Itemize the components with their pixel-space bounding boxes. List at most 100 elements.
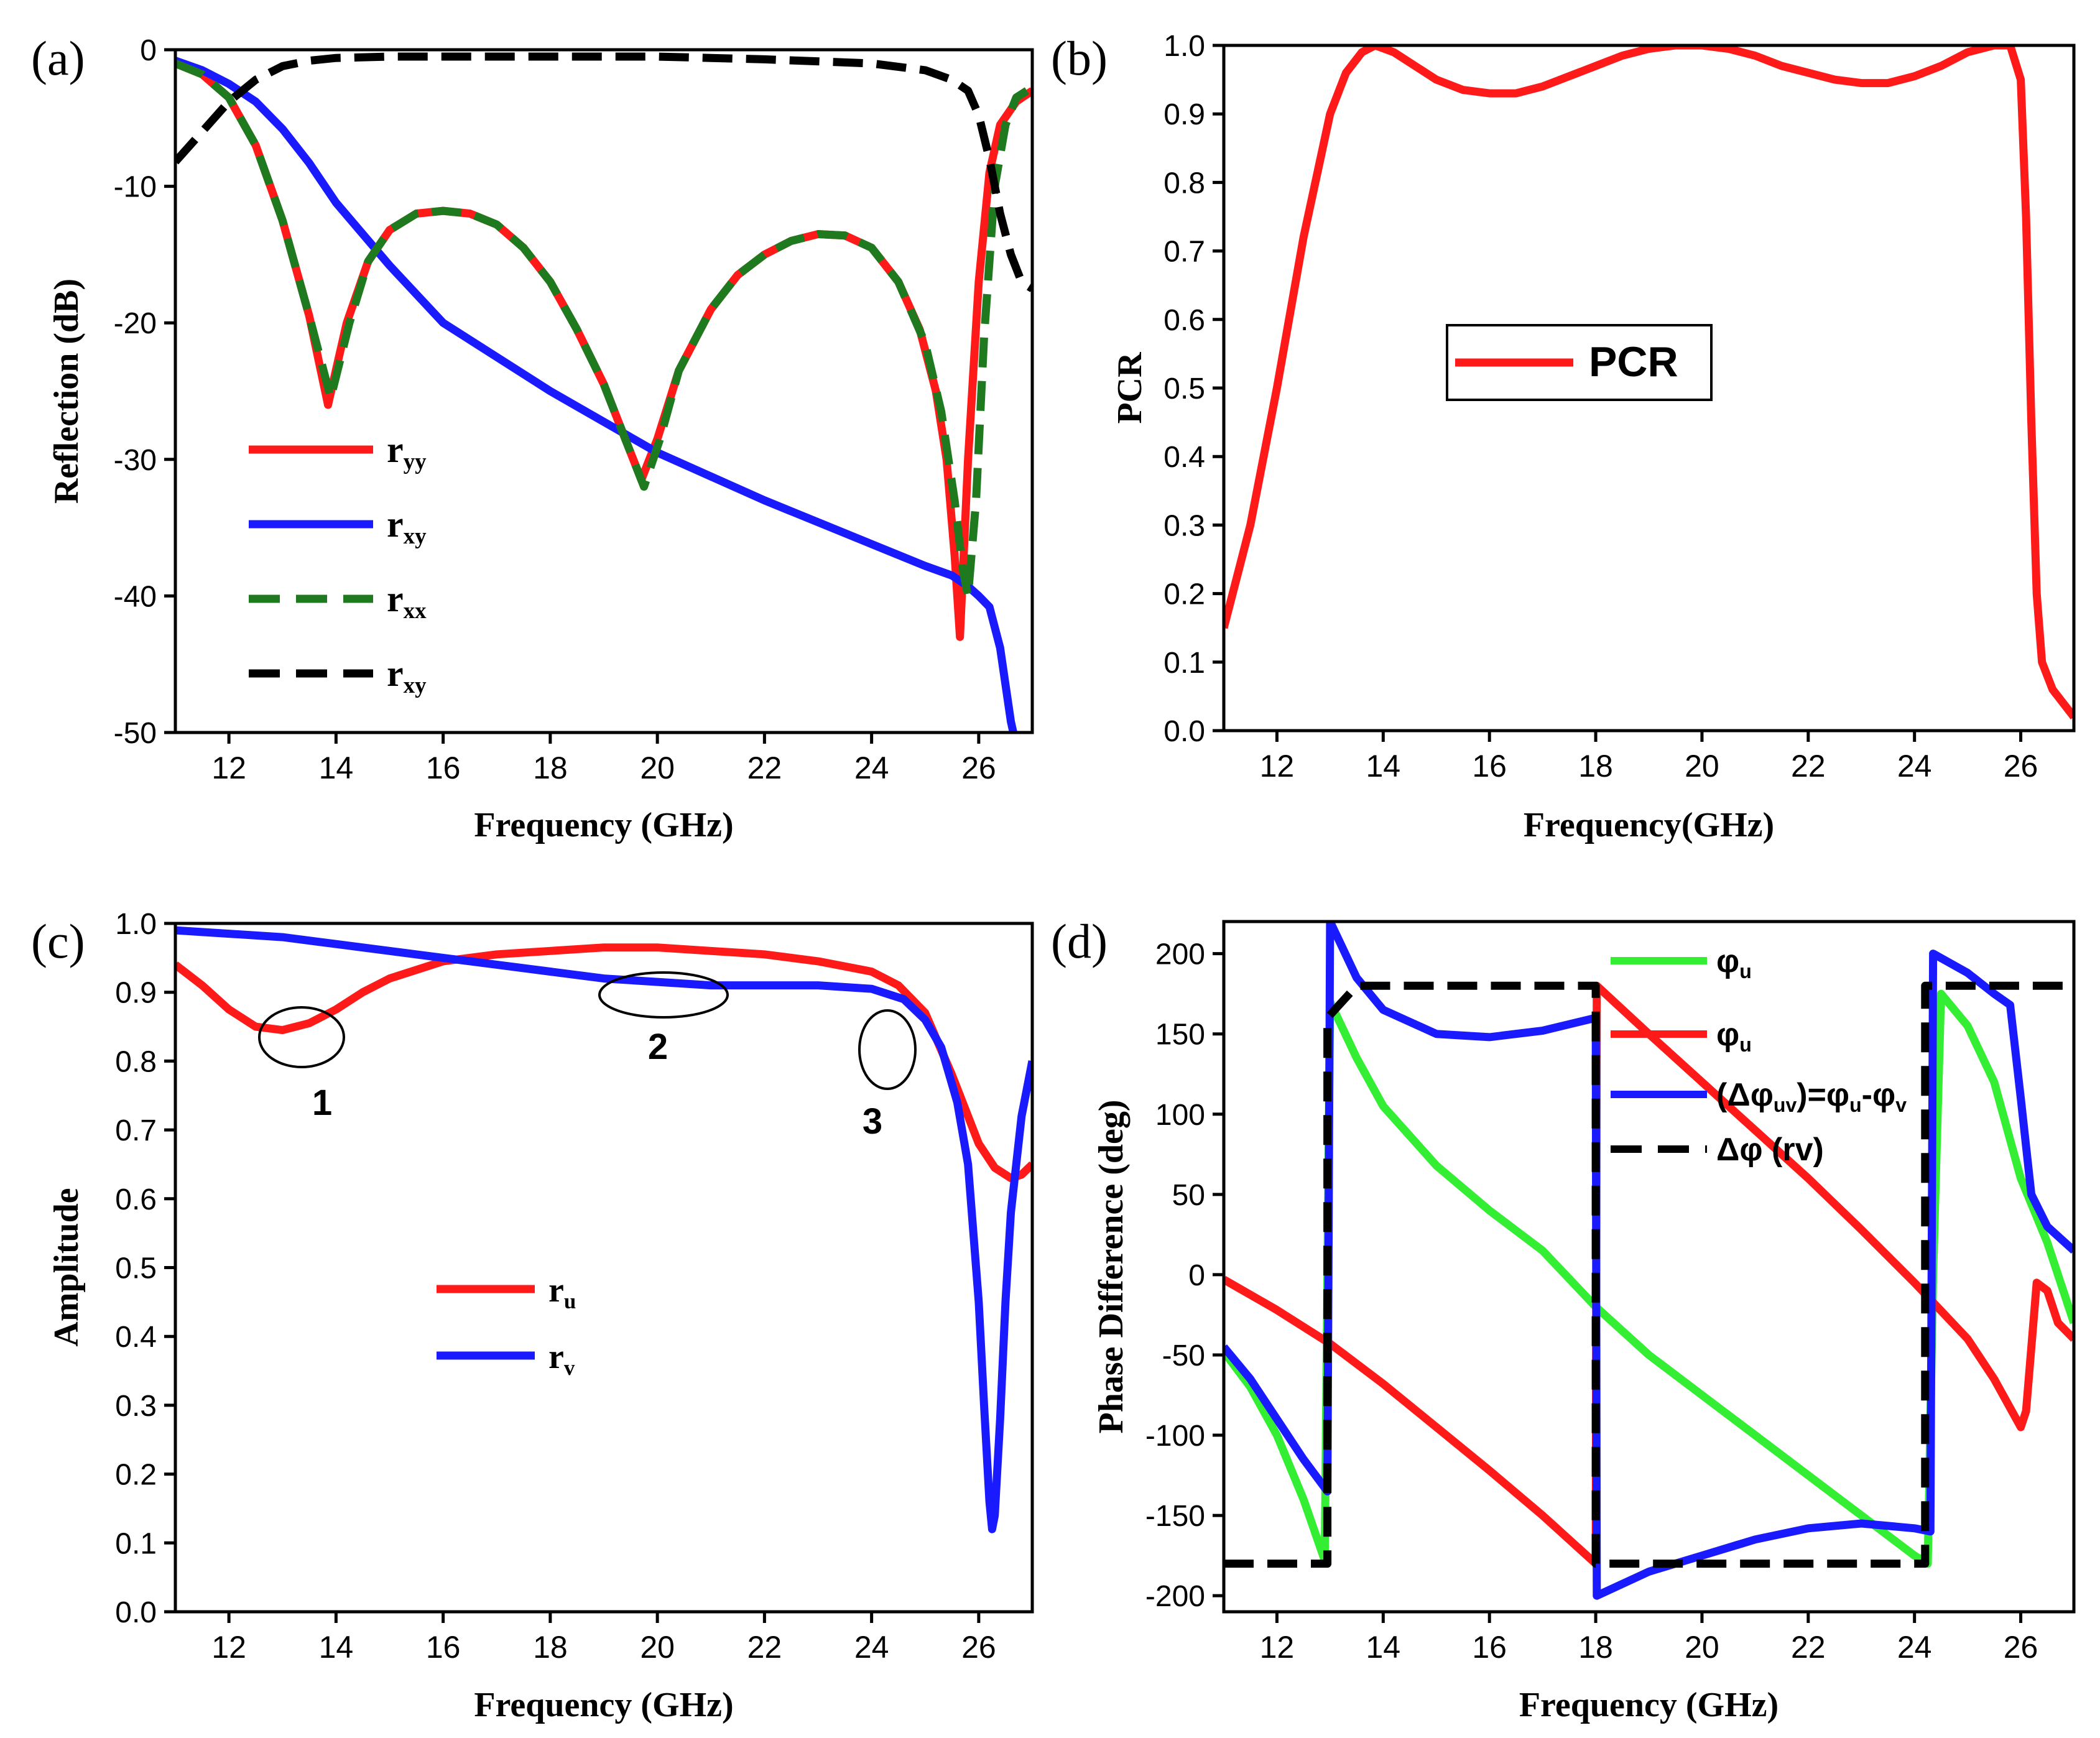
x-tick-label: 26 xyxy=(961,1630,996,1665)
legend-d: φu φu (Δφuv)=φu-φv Δφ (rv) xyxy=(1611,943,1907,1168)
x-tick-label: 12 xyxy=(211,1630,246,1665)
x-tick-label: 14 xyxy=(319,751,354,785)
x-tick-label: 18 xyxy=(533,1630,568,1665)
x-tick-label: 22 xyxy=(1791,749,1826,783)
legend-label: rxy xyxy=(387,653,427,698)
legend-label: Δφ (rv) xyxy=(1716,1132,1824,1168)
x-tick-label: 22 xyxy=(747,1630,782,1665)
x-axis-label: Frequency (GHz) xyxy=(474,806,733,844)
y-tick-label: 0.6 xyxy=(1163,304,1205,337)
x-tick-label: 24 xyxy=(854,751,889,785)
y-tick-label: -50 xyxy=(114,717,157,750)
y-tick-label: -100 xyxy=(1145,1420,1205,1453)
y-tick-label: -150 xyxy=(1145,1500,1205,1533)
x-tick-label: 16 xyxy=(1472,749,1507,783)
y-tick-label: 0.9 xyxy=(115,977,157,1010)
x-tick-label: 16 xyxy=(426,1630,461,1665)
x-tick-label: 20 xyxy=(1685,1630,1719,1665)
y-tick-label: 0.3 xyxy=(1163,509,1205,542)
x-tick-label: 16 xyxy=(1472,1630,1507,1665)
y-tick-label: 0.8 xyxy=(1163,167,1205,200)
x-tick-label: 12 xyxy=(1260,749,1295,783)
x-tick-label: 12 xyxy=(211,751,246,785)
x-axis-label: Frequency(GHz) xyxy=(1524,806,1774,844)
y-tick-label: 150 xyxy=(1155,1019,1205,1052)
legend-label: φu xyxy=(1716,1017,1752,1056)
x-tick-label: 24 xyxy=(1897,1630,1932,1665)
y-tick-label: 0.2 xyxy=(115,1459,157,1492)
y-tick-label: 200 xyxy=(1155,938,1205,971)
annotation-ellipse xyxy=(858,1009,917,1090)
y-tick-label: 0.2 xyxy=(1163,578,1205,611)
plot-area xyxy=(1224,45,2074,719)
legend-label: rxx xyxy=(387,578,427,624)
x-tick-label: 14 xyxy=(1366,749,1401,783)
legend-label: rxy xyxy=(387,504,427,549)
plot-area xyxy=(1224,922,2074,1600)
x-tick-label: 22 xyxy=(747,751,782,785)
legend-label: ryy xyxy=(387,429,427,474)
y-tick-label: 50 xyxy=(1172,1179,1205,1212)
y-tick-label: 0.1 xyxy=(1163,647,1205,680)
x-axis-label: Frequency (GHz) xyxy=(1519,1686,1779,1724)
chart-panel-b: (b) 12 14 16 18 20 22 24 26 0.0 0.1 0.2 0.3 0.4 0.5 0.6… xyxy=(1051,30,2076,844)
y-axis-label: Amplitude xyxy=(47,1188,86,1346)
y-tick-label: 1.0 xyxy=(115,908,157,941)
y-tick-label: 0.5 xyxy=(115,1252,157,1285)
plot-frame xyxy=(1222,920,2076,1614)
plot-area xyxy=(175,52,1032,733)
series-line-1 xyxy=(175,57,1018,733)
series-line-1 xyxy=(1224,981,2074,1568)
x-tick-label: 24 xyxy=(854,1630,889,1665)
x-tick-label: 12 xyxy=(1260,1630,1295,1665)
x-tick-label: 18 xyxy=(1578,749,1613,783)
x-tick-label: 14 xyxy=(319,1630,354,1665)
y-axis-label: Phase Difference (deg) xyxy=(1092,1099,1131,1433)
y-tick-label: -10 xyxy=(114,171,157,204)
x-tick-label: 24 xyxy=(1897,749,1932,783)
series-line-0 xyxy=(1224,45,2074,719)
series-line-0 xyxy=(175,59,1032,641)
y-tick-label: -40 xyxy=(114,580,157,613)
annotation-ellipse xyxy=(258,1006,345,1068)
series-line-1 xyxy=(175,926,1032,1533)
legend-label: rv xyxy=(548,1338,575,1380)
x-tick-label: 26 xyxy=(2004,1630,2038,1665)
y-tick-label: 0.0 xyxy=(115,1596,157,1629)
y-tick-label: 100 xyxy=(1155,1099,1205,1132)
plot-area xyxy=(175,926,1032,1533)
y-tick-label: 0.0 xyxy=(1163,715,1205,748)
x-tick-label: 18 xyxy=(533,751,568,785)
legend-label: (Δφuv)=φu-φv xyxy=(1716,1077,1907,1116)
annotation-ellipse xyxy=(598,971,729,1019)
y-tick-label: 0.3 xyxy=(115,1390,157,1423)
y-tick-label: 0 xyxy=(140,34,157,67)
x-tick-label: 18 xyxy=(1578,1630,1613,1665)
x-tick-label: 20 xyxy=(640,1630,675,1665)
series-line-2 xyxy=(1224,922,2074,1600)
y-tick-label: 0.1 xyxy=(115,1527,157,1560)
x-axis-label: Frequency (GHz) xyxy=(474,1686,733,1724)
y-tick-label: 0.6 xyxy=(115,1183,157,1216)
y-tick-label: 0.7 xyxy=(1163,236,1205,269)
annotation-label: 1 xyxy=(312,1083,332,1123)
y-tick-label: 0.8 xyxy=(115,1045,157,1078)
x-tick-label: 22 xyxy=(1791,1630,1826,1665)
y-tick-label: 0.7 xyxy=(115,1114,157,1147)
legend-c: ru rv xyxy=(437,1271,576,1380)
annotation-label: 3 xyxy=(863,1101,882,1142)
x-tick-label: 20 xyxy=(1685,749,1719,783)
x-tick-label: 26 xyxy=(961,751,996,785)
y-tick-label: 0.9 xyxy=(1163,98,1205,131)
y-tick-label: 0.4 xyxy=(1163,441,1205,474)
y-axis-label: Reflection (dB) xyxy=(47,279,86,504)
legend-label: ru xyxy=(548,1271,576,1313)
x-tick-label: 16 xyxy=(426,751,461,785)
y-tick-label: -50 xyxy=(1162,1339,1205,1372)
series-line-2 xyxy=(175,59,1029,600)
x-tick-label: 26 xyxy=(2004,749,2038,783)
chart-panel-d: (d) 12 14 16 18 20 22 24 26 200 150 100 50 0 -50 -100 -1… xyxy=(1051,914,2076,1724)
panel-label: (d) xyxy=(1051,914,1108,968)
legend-b: PCR xyxy=(1446,324,1713,401)
